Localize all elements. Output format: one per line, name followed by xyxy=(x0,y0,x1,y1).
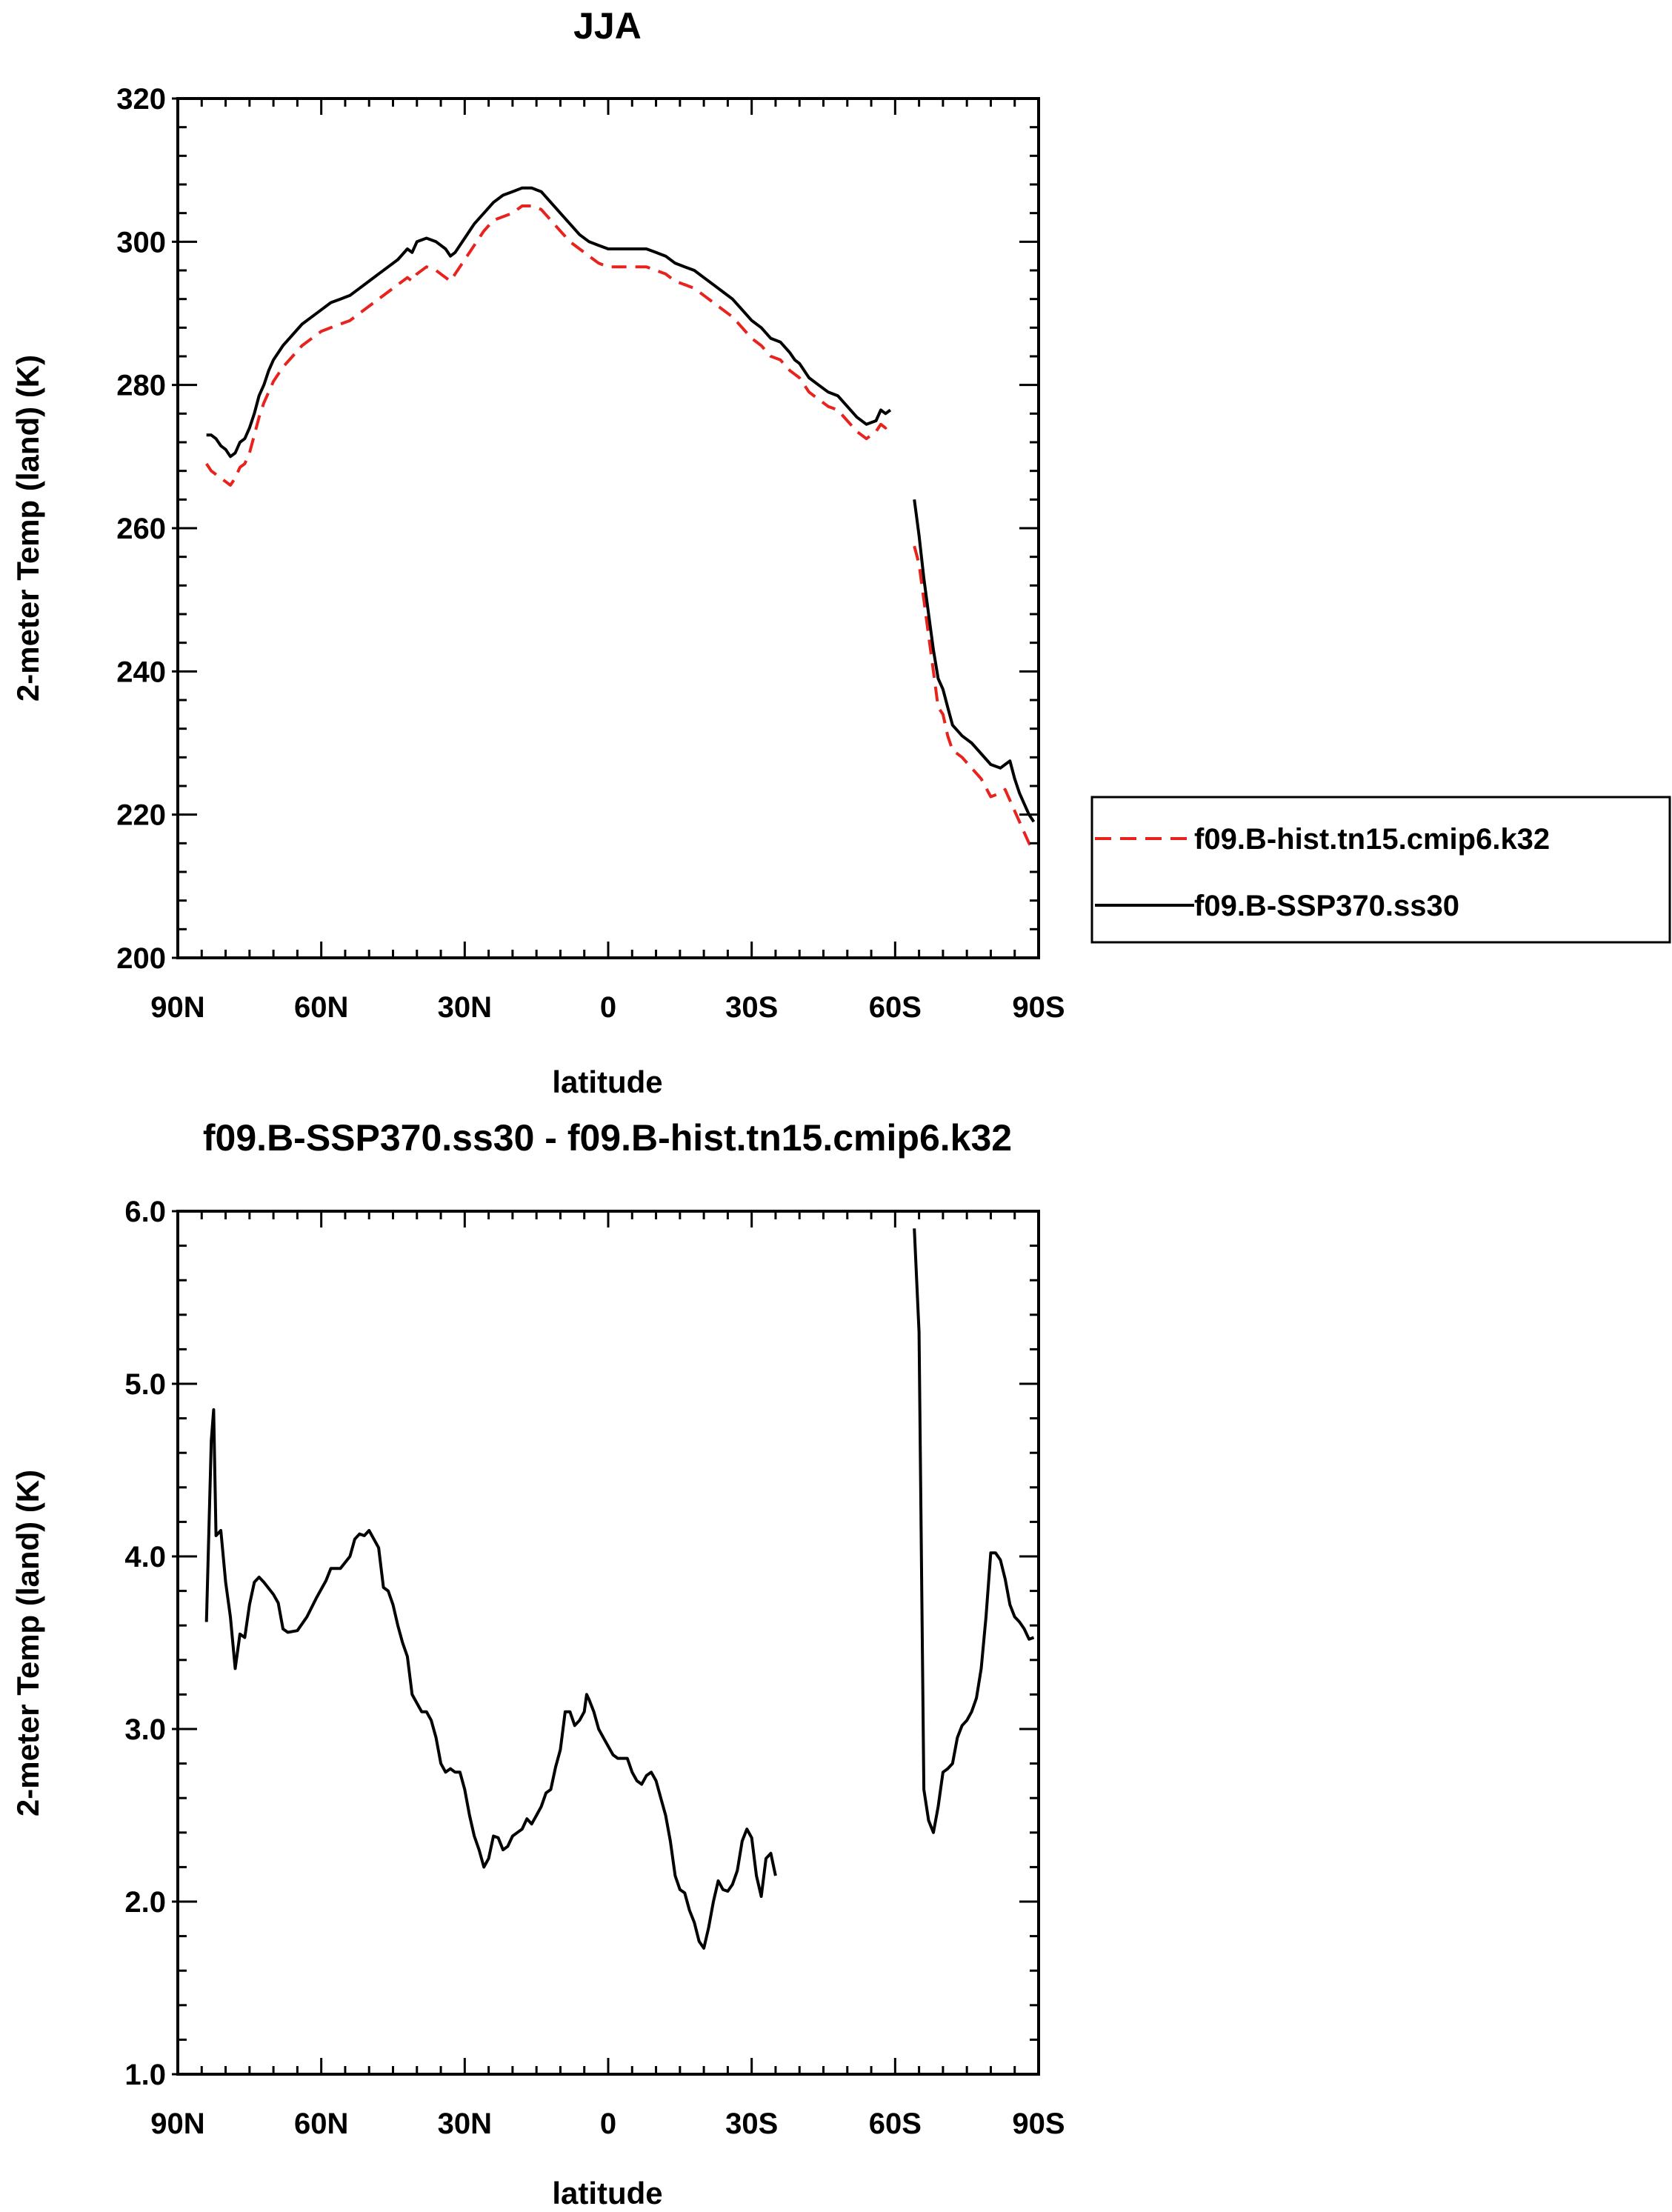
series-line-1-segment-1 xyxy=(913,499,1036,823)
top-panel: JJA 90N 60N 30N 0 30S 60S 90S 200 220 240 260 280 30… xyxy=(10,5,1671,1099)
bottom-series-layer xyxy=(204,1228,1035,1950)
top-y-axis-label: 2-meter Temp (land) (K) xyxy=(10,355,45,702)
top-chart-title: JJA xyxy=(573,5,642,47)
legend: f09.B-hist.tn15.cmip6.k32 f09.B-SSP370.s… xyxy=(1090,796,1671,944)
y-tick-label: 3.0 xyxy=(124,1713,166,1746)
bottom-panel: f09.B-SSP370.ss30 - f09.B-hist.tn15.cmip… xyxy=(10,1117,1065,2211)
y-tick-label: 6.0 xyxy=(124,1196,166,1228)
x-tick-label: 0 xyxy=(600,991,616,1024)
top-x-axis-label: latitude xyxy=(552,1065,662,1099)
x-tick-label: 30N xyxy=(438,991,492,1024)
y-tick-label: 220 xyxy=(116,799,166,832)
x-tick-label: 30S xyxy=(725,2108,778,2140)
legend-hist-label: f09.B-hist.tn15.cmip6.k32 xyxy=(1194,823,1550,856)
x-tick-label: 60S xyxy=(869,2108,922,2140)
x-tick-label: 90N xyxy=(150,2108,204,2140)
y-tick-label: 5.0 xyxy=(124,1368,166,1401)
y-tick-label: 1.0 xyxy=(124,2059,166,2091)
x-tick-label: 60N xyxy=(294,2108,348,2140)
y-tick-label: 280 xyxy=(116,370,166,402)
y-tick-label: 240 xyxy=(116,656,166,688)
legend-box xyxy=(1090,796,1671,944)
y-tick-label: 300 xyxy=(116,226,166,259)
x-tick-label: 60S xyxy=(869,991,922,1024)
y-tick-label: 4.0 xyxy=(124,1541,166,1573)
x-tick-label: 60N xyxy=(294,991,348,1024)
x-tick-label: 90S xyxy=(1012,991,1065,1024)
y-tick-label: 2.0 xyxy=(124,1886,166,1919)
series-line-1-segment-0 xyxy=(206,186,892,459)
y-tick-label: 260 xyxy=(116,513,166,545)
y-tick-label: 200 xyxy=(116,942,166,975)
top-plot-frame xyxy=(176,97,1040,959)
x-tick-label: 30N xyxy=(438,2108,492,2140)
series-line-0-segment-0 xyxy=(204,1408,777,1950)
x-tick-label: 30S xyxy=(725,991,778,1024)
bottom-chart-title: f09.B-SSP370.ss30 - f09.B-hist.tn15.cmip… xyxy=(203,1117,1012,1159)
x-tick-label: 90N xyxy=(150,991,204,1024)
series-line-0-segment-0 xyxy=(205,204,892,487)
series-line-0-segment-1 xyxy=(913,545,1036,852)
bottom-ticks-layer: 90N 60N 30N 0 30S 60S 90S 1.0 2.0 3.0 4.0 5.0 6.0 xyxy=(124,1196,1065,2140)
legend-ssp-label: f09.B-SSP370.ss30 xyxy=(1194,890,1459,922)
top-series-layer xyxy=(205,186,1036,852)
bottom-y-axis-label: 2-meter Temp (land) (K) xyxy=(10,1470,45,1816)
top-ticks-layer: 90N 60N 30N 0 30S 60S 90S 200 220 240 260 280 300 320 xyxy=(116,83,1065,1024)
x-tick-label: 0 xyxy=(600,2108,616,2140)
y-tick-label: 320 xyxy=(116,83,166,116)
bottom-x-axis-label: latitude xyxy=(552,2176,662,2211)
series-line-0-segment-1 xyxy=(913,1228,1035,1834)
bottom-plot-frame xyxy=(176,1210,1040,2076)
x-tick-label: 90S xyxy=(1012,2108,1065,2140)
